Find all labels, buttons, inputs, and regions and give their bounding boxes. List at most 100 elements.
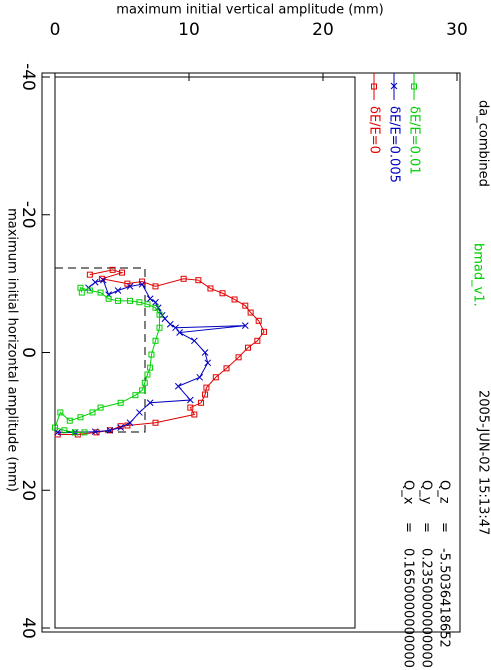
tune-text: -5.5036418652	[437, 548, 452, 648]
tune-text: Q_y	[419, 480, 434, 505]
series-line	[57, 279, 246, 433]
annotation: bmad_v1.	[471, 243, 486, 307]
x-tick-label: 20	[18, 479, 38, 501]
data-point	[91, 278, 99, 286]
data-point	[196, 373, 204, 381]
data-point	[99, 276, 107, 284]
data-point	[126, 419, 134, 427]
data-point	[156, 324, 163, 331]
legend-marker	[411, 83, 417, 90]
data-point	[141, 379, 148, 386]
data-point	[242, 302, 249, 309]
data-point	[152, 283, 159, 290]
data-point	[117, 424, 125, 431]
legend-label: δE/E=0	[367, 106, 382, 154]
data-point	[114, 287, 122, 294]
data-point	[138, 280, 146, 288]
y-axis-title: maximum initial vertical amplitude (mm)	[116, 3, 383, 18]
data-point	[156, 311, 163, 318]
data-point	[204, 359, 212, 367]
data-point	[152, 337, 159, 344]
tune-text: =	[401, 522, 416, 533]
data-point	[52, 424, 58, 431]
data-point	[241, 322, 249, 329]
data-point	[202, 391, 209, 398]
data-point	[254, 337, 261, 344]
data-point	[187, 404, 194, 411]
data-point	[186, 396, 194, 404]
data-point	[161, 315, 169, 323]
annotation: 2005-JUN-02 15:13:47	[476, 390, 491, 535]
data-point	[198, 399, 205, 406]
data-point	[212, 374, 219, 381]
data-point	[77, 414, 84, 421]
data-point	[261, 328, 268, 335]
data-point	[247, 309, 254, 316]
x-tick-label: -40	[18, 63, 38, 91]
data-point	[166, 320, 174, 328]
data-point	[231, 296, 238, 303]
tune-text: 0.2350000000000	[419, 548, 434, 668]
data-point	[191, 411, 198, 418]
data-point	[89, 409, 96, 416]
data-point	[219, 290, 226, 297]
y-tick-label: 0	[50, 20, 61, 40]
data-point	[132, 392, 139, 399]
data-point	[201, 349, 209, 356]
tune-text: 0.1650000000000	[401, 548, 416, 668]
data-point	[91, 428, 99, 436]
series-line	[54, 287, 161, 433]
data-point	[119, 269, 125, 276]
tune-text: Q_z	[437, 480, 452, 504]
x-tick-label: 0	[18, 347, 38, 358]
legend-marker	[371, 83, 377, 90]
data-point	[126, 283, 134, 290]
tune-text: =	[437, 522, 452, 533]
series-line	[57, 269, 265, 435]
data-point	[77, 284, 84, 291]
data-point	[144, 301, 151, 308]
data-point	[57, 409, 64, 416]
x-axis-title: maximum initial horizontal amplitude (mm…	[5, 208, 20, 492]
data-point	[86, 271, 93, 278]
data-point	[207, 285, 214, 292]
data-point	[97, 289, 104, 296]
plot-frame	[54, 76, 356, 629]
legend-label: δE/E=0.01	[407, 106, 422, 175]
data-point	[81, 429, 88, 436]
data-point	[223, 365, 230, 372]
data-point	[172, 324, 179, 332]
data-point	[136, 299, 143, 306]
y-tick-label: 30	[446, 20, 468, 40]
data-point	[124, 280, 131, 287]
chart-title: da_combined	[476, 100, 491, 187]
data-point	[152, 419, 159, 426]
data-point	[176, 329, 183, 336]
data-point	[191, 337, 198, 345]
data-point	[203, 384, 210, 391]
tune-text: Q_x	[401, 480, 416, 505]
x-tick-label: 40	[18, 617, 38, 639]
tune-text: =	[419, 522, 434, 533]
data-point	[105, 295, 112, 302]
data-point	[106, 426, 114, 434]
data-point	[144, 371, 151, 378]
data-point	[127, 297, 134, 304]
data-point	[136, 409, 143, 416]
data-point	[61, 427, 68, 434]
data-point	[114, 297, 121, 304]
data-point	[174, 382, 182, 390]
data-point	[86, 287, 93, 294]
data-point	[255, 317, 262, 324]
y-tick-label: 10	[178, 20, 200, 40]
data-point	[152, 298, 159, 306]
data-point	[146, 399, 154, 407]
data-point	[66, 417, 73, 424]
data-point	[152, 304, 159, 311]
data-point	[117, 399, 124, 406]
legend-label: δE/E=0.005	[387, 106, 402, 183]
data-point	[235, 354, 242, 361]
data-point	[72, 429, 79, 436]
data-point	[148, 351, 155, 358]
